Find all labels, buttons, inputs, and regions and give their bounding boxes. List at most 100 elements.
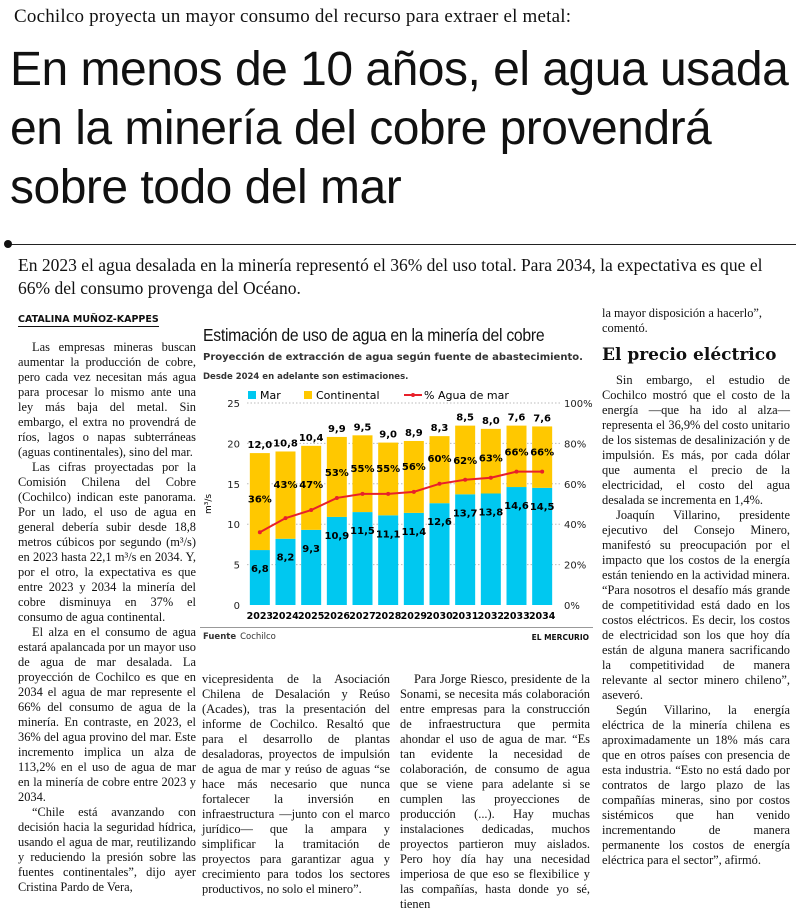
data-label-continental: 9,5 <box>354 422 372 433</box>
y-tick-label: 25 <box>227 399 240 410</box>
point-pct <box>540 469 545 474</box>
bar-continental <box>301 445 322 530</box>
legend-swatch-continental <box>304 391 312 399</box>
x-tick-label: 2028 <box>375 611 402 622</box>
paragraph: “Chile está avanzando con decisión hacia… <box>18 805 196 894</box>
divider <box>6 244 796 245</box>
data-label-mar: 11,1 <box>376 529 401 540</box>
y-tick-label: 20 <box>227 439 240 450</box>
x-tick-label: 2029 <box>401 611 427 622</box>
data-label-pct: 55% <box>351 464 375 475</box>
bar-continental <box>455 425 476 495</box>
bar-mar <box>301 529 322 605</box>
chart-note: Desde 2024 en adelante son estimaciones. <box>203 372 409 382</box>
paragraph: la mayor disposición a hacerlo”, comentó… <box>602 306 762 335</box>
point-pct <box>334 495 339 500</box>
data-label-continental: 8,0 <box>482 416 500 427</box>
data-label-mar: 11,5 <box>350 526 375 537</box>
bar-continental <box>352 435 373 513</box>
legend-swatch-mar <box>248 391 256 399</box>
data-label-continental: 8,5 <box>456 413 474 424</box>
y-tick-label: 10 <box>227 520 240 531</box>
deck: En 2023 el agua desalada en la minería r… <box>18 255 763 298</box>
data-label-continental: 7,6 <box>508 413 526 424</box>
data-label-mar: 11,4 <box>401 527 426 538</box>
data-label-pct: 53% <box>325 468 349 479</box>
bar-mar <box>506 487 527 605</box>
subheading: El precio eléctrico <box>602 345 777 365</box>
bar-mar <box>480 493 501 605</box>
chart-subtitle: Proyección de extracción de agua según f… <box>203 352 583 363</box>
point-pct <box>309 508 314 513</box>
bar-continental <box>378 442 399 516</box>
data-label-mar: 9,3 <box>302 544 320 555</box>
bar-mar <box>249 550 270 605</box>
x-tick-label: 2030 <box>426 611 453 622</box>
y2-tick-label: 40% <box>564 520 586 531</box>
y2-tick-label: 80% <box>564 439 586 450</box>
source-name: Cochilco <box>240 632 276 642</box>
data-label-pct: 66% <box>505 448 529 459</box>
bar-mar <box>455 494 476 605</box>
chart-source: Fuente Cochilco <box>203 632 276 642</box>
paragraph: Para Jorge Riesco, presidente de la Sona… <box>400 672 590 911</box>
y-axis-label: m³/s <box>204 494 214 514</box>
data-label-mar: 8,2 <box>277 553 295 564</box>
byline: CATALINA MUÑOZ-KAPPES <box>18 314 159 327</box>
data-label-continental: 7,6 <box>533 413 551 424</box>
paragraph: Las empresas mineras buscan aumentar la … <box>18 340 196 459</box>
bar-mar <box>275 538 296 605</box>
paragraph: El alza en el consumo de agua estará apa… <box>18 625 196 804</box>
legend-label-mar: Mar <box>260 389 281 402</box>
point-pct <box>257 530 262 535</box>
paragraph: Las cifras proyectadas por la Comisión C… <box>18 460 196 624</box>
bar-continental <box>275 451 296 539</box>
source-divider <box>200 627 593 628</box>
point-pct <box>488 475 493 480</box>
x-tick-label: 2033 <box>503 611 529 622</box>
legend-label-continental: Continental <box>316 389 380 402</box>
x-tick-label: 2026 <box>324 611 351 622</box>
chart: Estimación de uso de agua en la minería … <box>200 320 593 655</box>
point-pct <box>514 469 519 474</box>
data-label-continental: 9,0 <box>379 430 397 441</box>
bullet-dot <box>4 240 12 248</box>
data-label-mar: 14,6 <box>504 501 529 512</box>
point-pct <box>437 481 442 486</box>
y2-tick-label: 100% <box>564 399 593 410</box>
paragraph: vicepresidenta de la Asociación Chilena … <box>202 672 390 896</box>
x-tick-label: 2023 <box>247 611 273 622</box>
legend-marker-pct <box>411 393 415 397</box>
bar-mar <box>532 487 553 605</box>
data-label-pct: 66% <box>530 448 554 459</box>
bar-mar <box>378 515 399 605</box>
data-label-continental: 8,3 <box>431 423 449 434</box>
data-label-mar: 13,7 <box>453 508 478 519</box>
kicker: Cochilco proyecta un mayor consumo del r… <box>14 6 572 27</box>
data-label-continental: 10,4 <box>299 433 324 444</box>
y2-tick-label: 0% <box>564 601 580 612</box>
data-label-pct: 47% <box>299 480 323 491</box>
x-tick-label: 2025 <box>298 611 324 622</box>
data-label-pct: 60% <box>428 454 452 465</box>
bar-continental <box>403 440 424 513</box>
y-tick-label: 5 <box>234 561 240 572</box>
data-label-pct: 36% <box>248 494 272 505</box>
paragraph: Sin embargo, el estudio de Cochilco most… <box>602 373 790 507</box>
column-1: Las empresas mineras buscan aumentar la … <box>18 340 196 895</box>
point-pct <box>463 477 468 482</box>
x-tick-label: 2032 <box>478 611 504 622</box>
data-label-continental: 12,0 <box>247 440 272 451</box>
point-pct <box>386 491 391 496</box>
line-pct-agua-de-mar <box>259 470 543 534</box>
chart-plot: Mar Continental% Agua de mar05101520250%2… <box>204 389 593 622</box>
data-label-pct: 62% <box>453 456 477 467</box>
column-3: Para Jorge Riesco, presidente de la Sona… <box>400 672 590 912</box>
legend-label-pct: % Agua de mar <box>424 389 509 402</box>
x-tick-label: 2024 <box>272 611 299 622</box>
bar-continental <box>249 453 270 551</box>
source-label: Fuente <box>203 632 237 642</box>
data-label-pct: 43% <box>274 480 298 491</box>
y2-tick-label: 60% <box>564 480 586 491</box>
y-tick-label: 15 <box>227 480 240 491</box>
